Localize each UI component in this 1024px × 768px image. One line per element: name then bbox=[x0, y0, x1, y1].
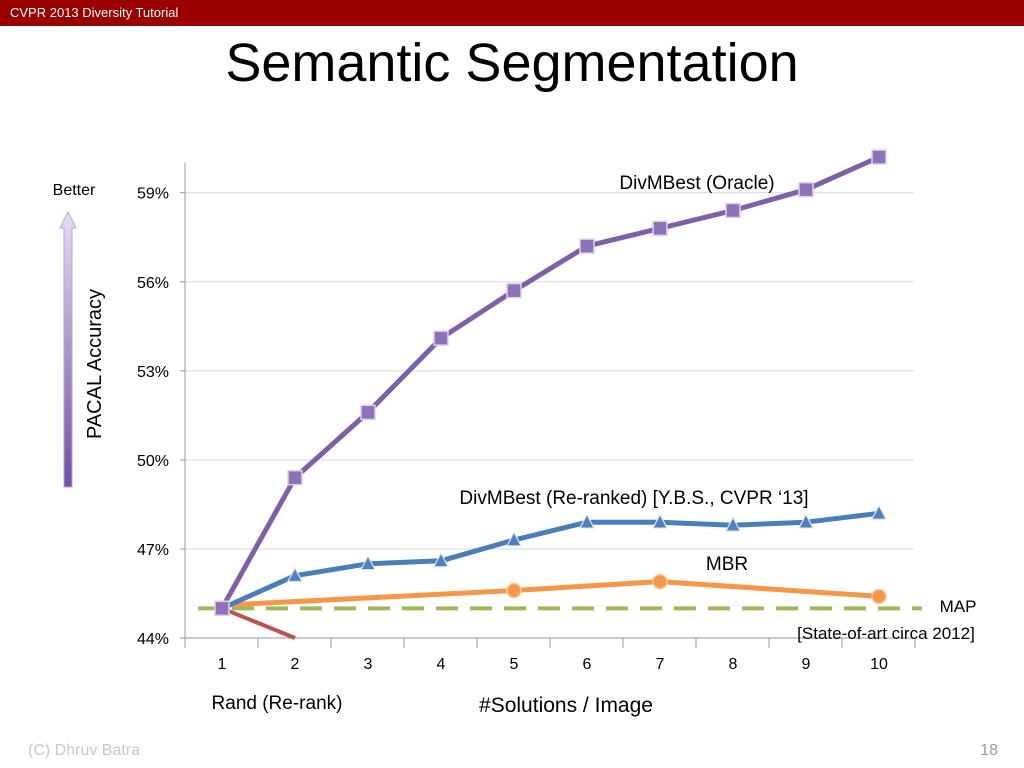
y-tick-labels: 44% 47% 50% 53% 56% 59% bbox=[137, 186, 169, 648]
chart-axes bbox=[180, 163, 916, 648]
series-line-reranked bbox=[220, 510, 880, 611]
y-tick-label: 59% bbox=[137, 186, 169, 203]
reranked-point bbox=[725, 516, 741, 532]
y-tick-label: 44% bbox=[137, 631, 169, 648]
footer-author: (C) Dhruv Batra bbox=[28, 742, 141, 759]
x-axis-label: #Solutions / Image bbox=[479, 694, 653, 717]
slide-number: 18 bbox=[980, 742, 998, 759]
y-axis-label: PACAL Accuracy bbox=[84, 289, 106, 439]
y-tick-label: 56% bbox=[137, 275, 169, 292]
x-tick-label: 4 bbox=[437, 656, 446, 673]
reranked-point bbox=[579, 513, 595, 529]
oracle-point bbox=[579, 238, 595, 254]
series-label-rand: Rand (Re-rank) bbox=[212, 693, 343, 714]
x-tick-label: 10 bbox=[870, 656, 888, 673]
oracle-point bbox=[725, 202, 741, 219]
series-note-map: [State-of-art circa 2012] bbox=[797, 624, 975, 643]
oracle-point bbox=[871, 149, 887, 165]
reranked-point bbox=[506, 530, 522, 547]
series-line-mbr bbox=[221, 579, 880, 608]
oracle-point bbox=[798, 181, 814, 198]
x-tick-label: 9 bbox=[802, 656, 811, 673]
y-tick-label: 47% bbox=[137, 542, 169, 559]
oracle-point bbox=[214, 600, 230, 617]
oracle-point bbox=[506, 282, 522, 299]
series-label-mbr: MBR bbox=[706, 554, 748, 575]
series-line-oracle bbox=[219, 154, 881, 610]
reranked-point bbox=[433, 551, 449, 568]
slide-title: Semantic Segmentation bbox=[225, 33, 799, 93]
series-label-oracle: DivMBest (Oracle) bbox=[619, 173, 774, 194]
x-tick-label: 5 bbox=[510, 656, 519, 673]
reranked-point bbox=[798, 513, 814, 529]
reranked-point bbox=[287, 566, 303, 583]
reranked-point bbox=[360, 554, 376, 571]
oracle-point bbox=[652, 220, 668, 237]
reranked-point bbox=[871, 504, 887, 520]
series-line-rand bbox=[221, 606, 296, 640]
reranked-point bbox=[652, 513, 668, 529]
x-tick-label: 1 bbox=[218, 656, 227, 673]
x-tick-label: 3 bbox=[364, 656, 373, 673]
y-tick-label: 53% bbox=[137, 364, 169, 381]
y-tick-label: 50% bbox=[137, 453, 169, 470]
header-course-label: CVPR 2013 Diversity Tutorial bbox=[10, 5, 179, 20]
mbr-point bbox=[506, 582, 522, 599]
oracle-point bbox=[433, 330, 449, 346]
mbr-point bbox=[871, 588, 887, 605]
oracle-point bbox=[287, 469, 303, 486]
x-tick-label: 7 bbox=[656, 656, 665, 673]
mbr-point bbox=[652, 573, 668, 590]
better-label: Better bbox=[53, 182, 96, 199]
x-tick-labels: 1 2 3 4 5 6 7 8 9 10 bbox=[218, 656, 888, 673]
x-tick-label: 6 bbox=[583, 656, 592, 673]
series-label-reranked: DivMBest (Re-ranked) [Y.B.S., CVPR ‘13] bbox=[459, 488, 808, 509]
oracle-point bbox=[360, 404, 376, 421]
series-label-map: MAP bbox=[940, 597, 977, 616]
x-tick-label: 8 bbox=[729, 656, 738, 673]
better-arrow bbox=[59, 210, 77, 488]
x-tick-label: 2 bbox=[291, 656, 300, 673]
chart-series bbox=[198, 149, 922, 640]
header-bar: CVPR 2013 Diversity Tutorial bbox=[0, 0, 1024, 26]
